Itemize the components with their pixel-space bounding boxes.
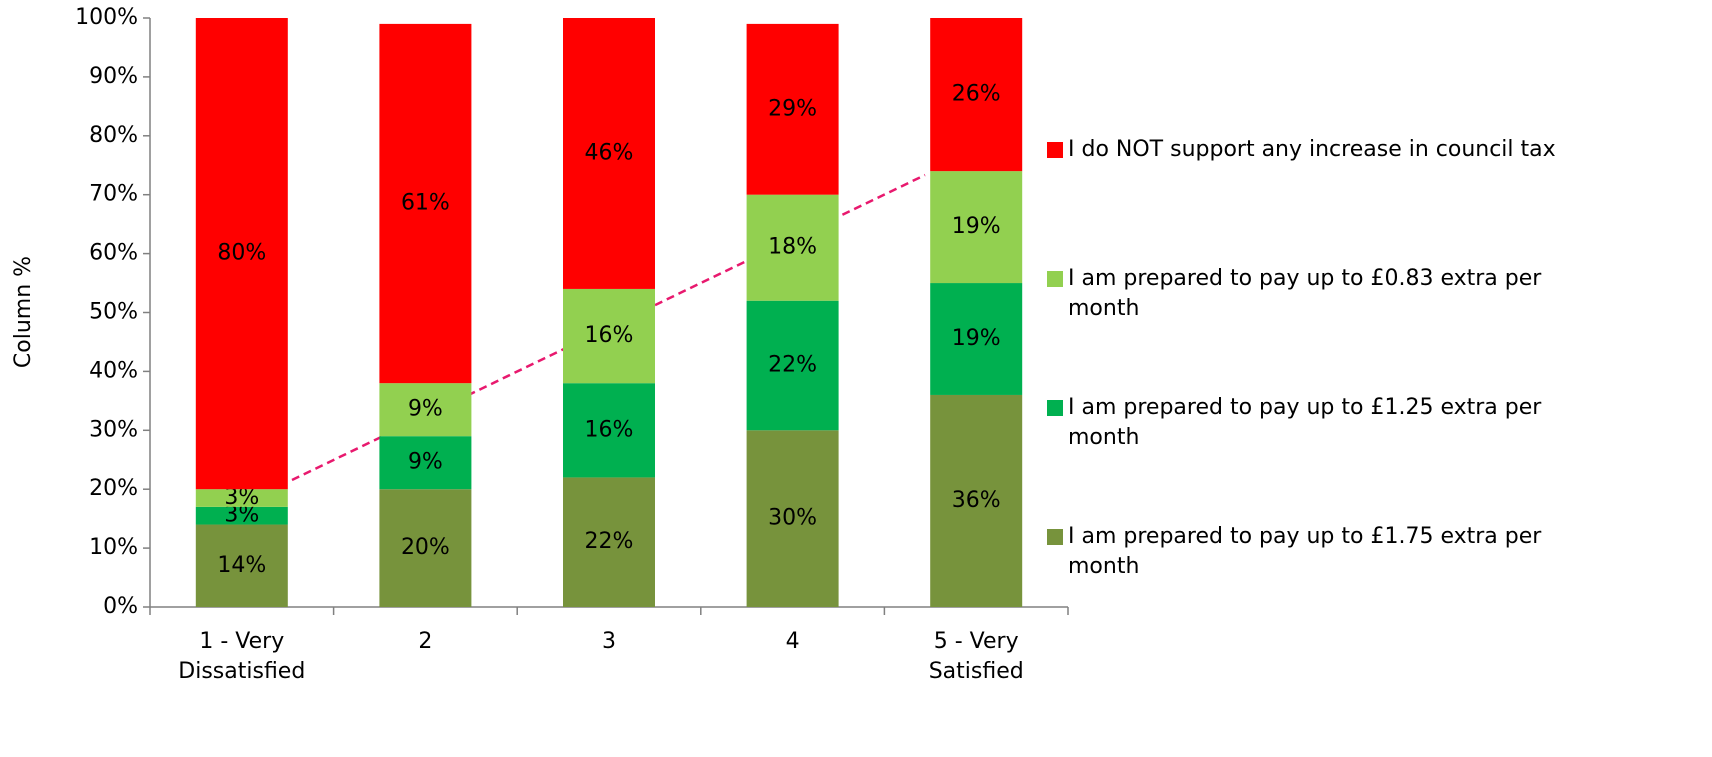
legend-label: I am prepared to pay up to £0.83 extra p… <box>1068 266 1542 321</box>
y-tick-label: 30% <box>89 417 138 442</box>
legend-swatch <box>1047 400 1063 416</box>
data-label: 46% <box>585 140 634 165</box>
y-tick-label: 80% <box>89 123 138 148</box>
y-tick-label: 60% <box>89 241 138 266</box>
bar-segment <box>563 383 655 478</box>
bar-segment <box>930 171 1023 284</box>
data-label: 19% <box>952 214 1001 239</box>
data-label: 30% <box>768 506 817 531</box>
bar-segment <box>930 18 1023 172</box>
data-label: 16% <box>585 323 634 348</box>
bar-segment <box>195 18 288 490</box>
data-label: 20% <box>401 535 450 560</box>
data-label: 9% <box>408 397 443 422</box>
x-tick-label: 2 <box>418 629 432 654</box>
y-tick-label: 10% <box>89 535 138 560</box>
x-tick-label: 4 <box>786 629 800 654</box>
data-label: 9% <box>408 450 443 475</box>
y-tick-label: 70% <box>89 182 138 207</box>
bar-segment <box>195 524 288 607</box>
bar-segment <box>379 23 472 384</box>
data-label: 19% <box>952 326 1001 351</box>
data-label: 61% <box>401 191 450 216</box>
x-tick-label: 3 <box>602 629 616 654</box>
bar-segment <box>563 18 655 289</box>
legend-label: I do NOT support any increase in council… <box>1068 137 1556 162</box>
legend-swatch <box>1047 142 1063 158</box>
bar-segment <box>746 194 839 301</box>
data-label: 26% <box>952 82 1001 107</box>
bar-segment <box>563 477 655 607</box>
data-label: 16% <box>585 417 634 442</box>
y-axis-label: Column % <box>11 256 36 368</box>
legend-label: I am prepared to pay up to £1.25 extra p… <box>1068 395 1542 450</box>
data-label: 36% <box>952 488 1001 513</box>
bar-segment <box>195 506 288 525</box>
y-tick-label: 0% <box>103 594 138 619</box>
data-label: 22% <box>585 529 634 554</box>
legend-swatch <box>1047 271 1063 287</box>
bar-segment <box>746 430 839 607</box>
data-label: 18% <box>768 235 817 260</box>
y-tick-label: 50% <box>89 300 138 325</box>
data-label: 3% <box>224 485 259 510</box>
bar-segment <box>195 489 288 507</box>
bar-segment <box>379 436 472 490</box>
y-tick-label: 100% <box>75 5 138 30</box>
bar-segment <box>930 283 1023 395</box>
data-label: 14% <box>217 553 266 578</box>
x-tick-label: 5 - Very Satisfied <box>929 629 1024 684</box>
data-label: 3% <box>224 503 259 528</box>
y-tick-label: 90% <box>89 64 138 89</box>
bar-segment <box>746 300 839 431</box>
y-tick-label: 40% <box>89 358 138 383</box>
y-tick-label: 20% <box>89 476 138 501</box>
bar-segment <box>379 383 472 437</box>
data-label: 22% <box>768 353 817 378</box>
legend-swatch <box>1047 529 1063 545</box>
bar-segment <box>563 288 655 384</box>
data-label: 29% <box>768 96 817 121</box>
bar-segment <box>379 489 472 607</box>
bar-segment <box>930 394 1023 607</box>
legend-label: I am prepared to pay up to £1.75 extra p… <box>1068 524 1542 579</box>
data-label: 80% <box>217 241 266 266</box>
x-tick-label: 1 - Very Dissatisfied <box>178 629 305 684</box>
bar-segment <box>746 23 839 195</box>
